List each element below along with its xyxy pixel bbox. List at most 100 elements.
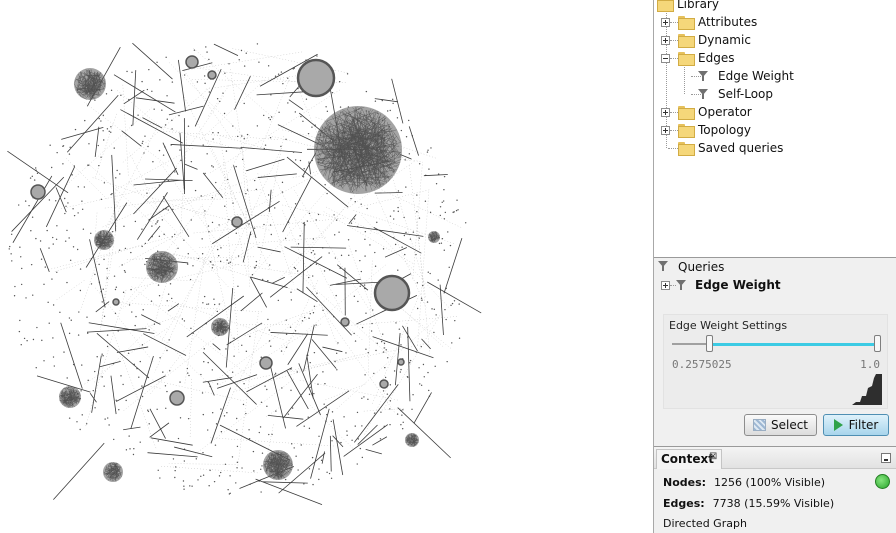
- graph-edge: [408, 126, 419, 156]
- graph-node: [128, 304, 131, 306]
- graph-node: [315, 324, 317, 326]
- context-tab-label: Context: [661, 452, 714, 466]
- graph-node: [157, 469, 159, 471]
- expand-icon[interactable]: [661, 280, 670, 290]
- tab-context[interactable]: Context: [656, 449, 722, 469]
- graph-node: [213, 298, 215, 300]
- graph-node: [333, 214, 335, 216]
- graph-node: [409, 238, 412, 240]
- graph-edge: [121, 335, 219, 413]
- status-pie-icon[interactable]: [875, 474, 890, 489]
- graph-node: [354, 425, 356, 427]
- graph-node: [122, 383, 124, 386]
- graph-node: [282, 82, 284, 85]
- graph-node: [218, 475, 221, 477]
- tree-item-self-loop[interactable]: Self-Loop: [698, 85, 773, 103]
- graph-node: [374, 265, 377, 267]
- graph-node: [106, 334, 109, 336]
- graph-node: [294, 203, 297, 205]
- graph-node: [216, 383, 219, 385]
- select-button[interactable]: Select: [744, 414, 817, 436]
- range-high-value[interactable]: 1.0: [860, 358, 880, 371]
- graph-edge: [133, 179, 181, 186]
- tree-item-saved-queries[interactable]: Saved queries: [678, 139, 783, 157]
- graph-node: [182, 480, 185, 482]
- graph-node: [429, 211, 432, 214]
- graph-node: [209, 469, 211, 472]
- graph-node: [172, 458, 175, 460]
- graph-node: [68, 317, 71, 319]
- graph-edge: [250, 277, 268, 308]
- range-slider-high-thumb[interactable]: [874, 335, 881, 352]
- collapse-icon[interactable]: [661, 53, 670, 63]
- graph-edge: [182, 93, 250, 227]
- expand-icon[interactable]: [661, 35, 670, 45]
- close-icon[interactable]: ⊠: [709, 451, 718, 462]
- tree-item-operator[interactable]: Operator: [661, 103, 752, 121]
- graph-node: [269, 118, 271, 121]
- graph-node: [441, 201, 443, 204]
- graph-node: [232, 125, 234, 127]
- graph-node: [315, 219, 317, 221]
- graph-node: [161, 219, 164, 221]
- graph-canvas[interactable]: [0, 0, 653, 533]
- graph-node: [353, 295, 356, 298]
- tree-item-attributes[interactable]: Attributes: [661, 13, 757, 31]
- graph-node: [281, 387, 283, 389]
- expand-icon[interactable]: [661, 17, 670, 27]
- graph-node: [49, 144, 51, 146]
- expand-icon[interactable]: [661, 125, 670, 135]
- minimize-icon[interactable]: [881, 453, 891, 463]
- graph-node: [86, 332, 89, 334]
- tree-root-library[interactable]: Library: [657, 0, 719, 13]
- edges-label: Edges:: [663, 497, 705, 510]
- graph-node: [405, 231, 407, 234]
- graph-node: [246, 189, 249, 191]
- tree-item-dynamic[interactable]: Dynamic: [661, 31, 751, 49]
- graph-node: [258, 431, 260, 434]
- graph-edge: [89, 393, 97, 403]
- graph-node: [241, 344, 243, 346]
- graph-node: [128, 435, 130, 437]
- filter-button[interactable]: Filter: [823, 414, 889, 436]
- graph-node: [246, 133, 249, 136]
- graph-node: [374, 251, 376, 254]
- graph-node: [258, 61, 260, 63]
- range-low-value[interactable]: 0.2575025: [672, 358, 732, 371]
- graph-node: [77, 186, 79, 188]
- graph-edge: [142, 195, 206, 226]
- graph-node: [127, 352, 130, 354]
- graph-edge: [202, 172, 224, 198]
- expand-icon[interactable]: [661, 107, 670, 117]
- graph-edge: [89, 239, 106, 308]
- graph-edge: [199, 236, 326, 248]
- graph-edge: [219, 138, 248, 276]
- graph-node: [367, 398, 369, 401]
- graph-node: [107, 417, 109, 419]
- graph-node: [103, 139, 105, 141]
- graph-edge: [219, 322, 323, 385]
- graph-edge: [242, 231, 252, 263]
- graph-node: [48, 322, 50, 324]
- tree-item-edges[interactable]: Edges: [661, 49, 734, 67]
- graph-node: [183, 74, 186, 76]
- tree-item-topology[interactable]: Topology: [661, 121, 751, 139]
- query-item-edge-weight[interactable]: Edge Weight: [661, 276, 781, 294]
- graph-node: [416, 307, 419, 310]
- graph-edge: [374, 192, 403, 194]
- graph-node: [361, 425, 363, 427]
- graph-node: [43, 283, 45, 286]
- tree-item-edge-weight[interactable]: Edge Weight: [698, 67, 794, 85]
- active-query-label: Edge Weight: [695, 278, 781, 292]
- graph-node: [220, 471, 222, 474]
- graph-node: [217, 132, 219, 134]
- graph-edge: [246, 158, 285, 172]
- graph-node: [220, 408, 222, 410]
- graph-node: [141, 228, 143, 230]
- graph-edge: [208, 382, 215, 396]
- graph-node: [248, 429, 250, 431]
- network-graph-svg[interactable]: [0, 0, 653, 533]
- range-slider-low-thumb[interactable]: [706, 335, 714, 352]
- graph-node: [416, 194, 418, 196]
- graph-node: [297, 469, 299, 471]
